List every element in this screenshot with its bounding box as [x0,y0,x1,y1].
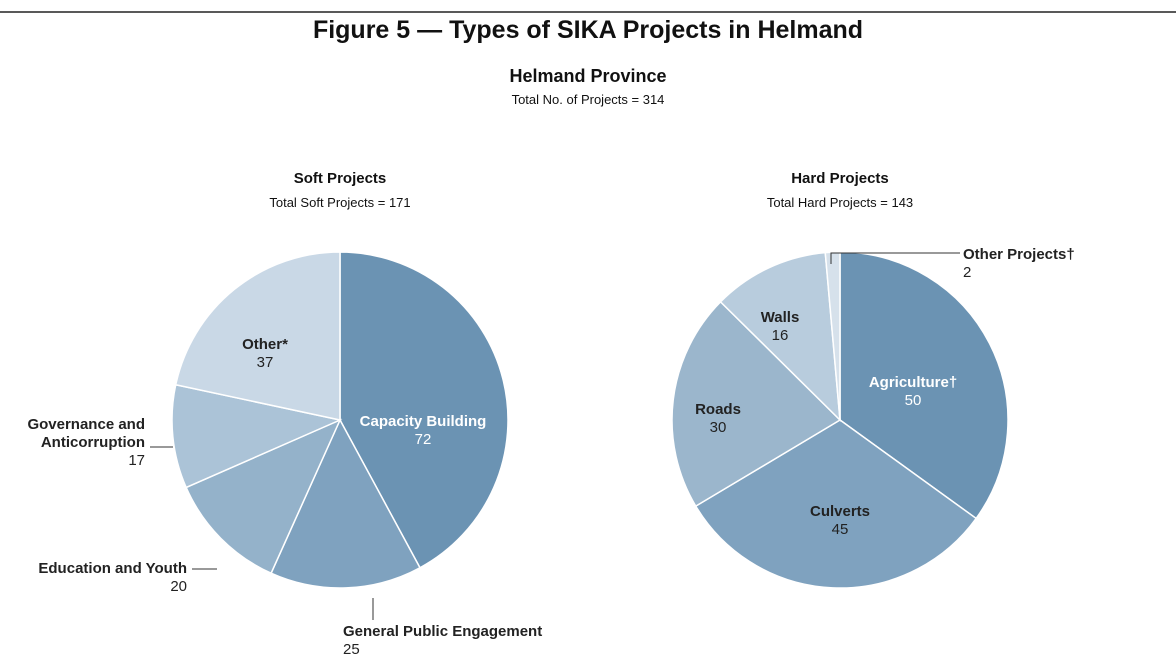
category-label: Culverts [809,503,871,520]
category-label: Other Projects† [963,246,1075,263]
slice-label: Roads 30 [695,401,741,437]
pie-slice [339,251,509,569]
pie-slice [270,418,421,589]
value-label: 17 [128,452,145,469]
pie-subtitle: Total Soft Projects = 171 [269,195,411,210]
slice-label: General Public Engagement 25 [343,623,542,659]
slice-label: Education and Youth 20 [38,560,187,596]
value-label: 16 [771,327,789,344]
value-label: 72 [414,431,432,448]
pie-slice [174,251,341,421]
slice-label: Agriculture† 50 [869,374,957,410]
category-label: Roads [695,401,741,418]
category-label: Other* [242,336,288,353]
pie-slice [839,251,1009,520]
pie-slice [185,418,342,575]
slice-label: Governance and Anticorruption 17 [5,416,145,470]
category-label: Agriculture† [868,374,958,391]
leader-line [830,252,960,264]
category-label: Governance and Anticorruption [27,416,145,451]
value-label: 45 [831,521,849,538]
category-label: Education and Youth [38,560,187,577]
slice-label: Capacity Building 72 [360,413,487,449]
value-label: 20 [170,578,187,595]
value-label: 50 [904,392,922,409]
heading: Helmand Province [509,66,667,86]
pie-title: Hard Projects [791,170,889,187]
pie-slice [694,419,978,589]
pie-slice [719,251,841,422]
figure-title: Figure 5 — Types of SIKA Projects in Hel… [312,16,864,44]
pie-title: Soft Projects [293,170,387,187]
value-label: 30 [709,419,727,436]
category-label: Capacity Building [359,413,487,430]
slice-label: Walls 16 [761,309,800,345]
slice-label: Other* 37 [242,336,288,372]
value-label: 37 [256,354,274,371]
subheading: Total No. of Projects = 314 [511,92,665,107]
pie-slice [824,251,841,421]
pie-slice [171,383,343,489]
pie-slice [671,300,842,508]
slice-label: Culverts 45 [810,503,870,539]
pie-subtitle: Total Hard Projects = 143 [766,195,914,210]
slice-label: Other Projects† 2 [963,246,1075,282]
value-label: 25 [343,641,360,658]
category-label: General Public Engagement [343,623,543,640]
value-label: 2 [963,264,972,281]
category-label: Walls [760,309,800,326]
